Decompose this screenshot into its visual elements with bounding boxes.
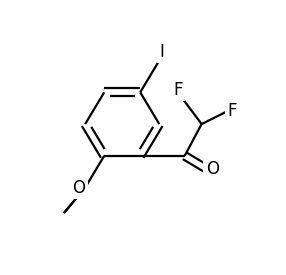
Text: F: F [173,81,182,99]
Text: F: F [173,81,182,99]
Text: I: I [159,43,164,60]
Text: I: I [159,43,164,60]
Text: O: O [72,178,85,197]
Text: F: F [227,102,237,120]
Text: O: O [206,160,219,178]
Text: O: O [206,160,219,178]
Text: O: O [72,178,85,197]
Text: F: F [227,102,237,120]
